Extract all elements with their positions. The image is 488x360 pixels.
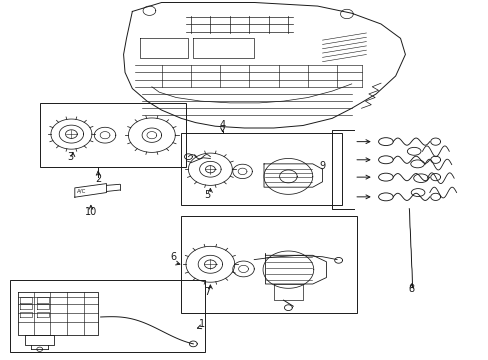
Bar [181,134,341,205]
Text: A/C: A/C [77,189,86,194]
Text: 5: 5 [204,190,210,200]
Text: 3: 3 [67,152,73,162]
Text: 6: 6 [170,252,177,262]
Text: 1: 1 [198,319,204,329]
Text: 4: 4 [219,120,225,130]
Bar [40,103,185,167]
Text: 9: 9 [319,161,325,171]
Text: 7: 7 [204,287,210,297]
Text: 8: 8 [408,284,414,294]
Text: 2: 2 [95,174,101,184]
Text: 10: 10 [84,207,97,217]
Bar [10,280,205,352]
Bar [181,216,356,313]
